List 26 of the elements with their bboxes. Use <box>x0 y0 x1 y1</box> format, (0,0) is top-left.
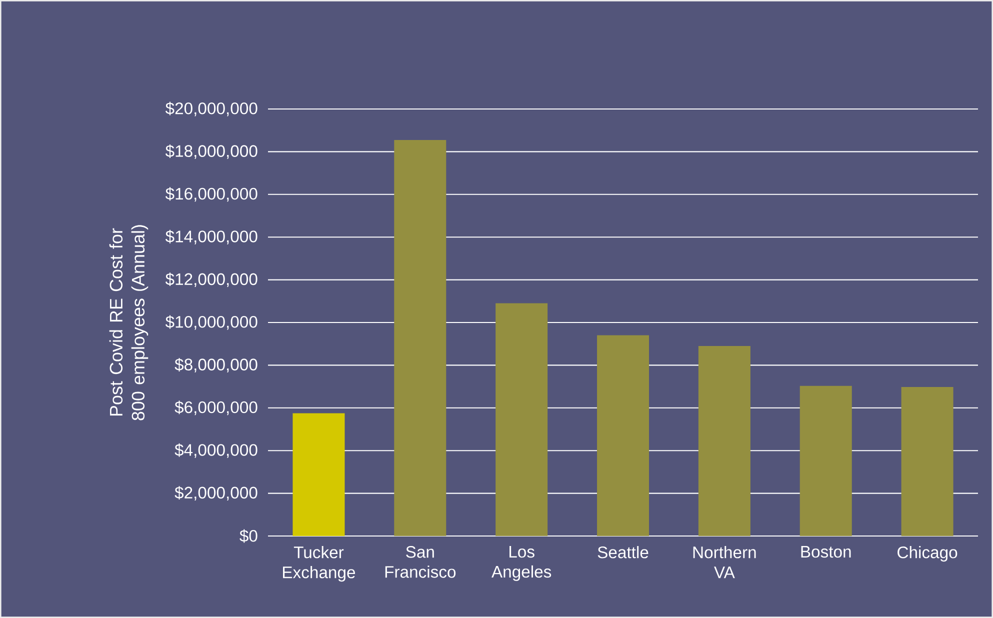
bar <box>901 386 954 536</box>
bar <box>496 303 548 536</box>
x-tick-label: Northern VA <box>693 546 756 578</box>
y-tick-label: $8,000,000 <box>174 358 258 372</box>
bar <box>394 140 446 536</box>
bar <box>698 346 750 536</box>
y-tick-label: $16,000,000 <box>165 187 258 202</box>
bar <box>292 413 345 536</box>
y-tick-label: $12,000,000 <box>165 272 258 288</box>
x-tick-label: Seattle <box>598 546 648 558</box>
y-tick-label: $2,000,000 <box>174 486 258 501</box>
y-axis-title: Post Covid RE Cost for 800 employees (Annual) <box>109 225 148 420</box>
x-tick-label: Chicago <box>898 546 958 562</box>
x-tick-label: Tucker Exchange <box>283 546 356 582</box>
y-tick-label: $20,000,000 <box>165 102 258 116</box>
x-tick-label: Boston <box>801 546 851 558</box>
bar <box>597 335 650 536</box>
y-tick-label: $0 <box>240 529 258 543</box>
y-tick-label: $4,000,000 <box>174 443 258 458</box>
x-tick-label: San Francisco <box>385 546 456 578</box>
y-tick-label: $10,000,000 <box>165 315 258 330</box>
bar <box>800 386 852 536</box>
y-tick-label: $6,000,000 <box>174 400 258 416</box>
y-tick-label: $18,000,000 <box>165 144 258 159</box>
y-tick-label: $14,000,000 <box>165 230 258 244</box>
x-tick-label: Los Angeles <box>492 546 552 581</box>
